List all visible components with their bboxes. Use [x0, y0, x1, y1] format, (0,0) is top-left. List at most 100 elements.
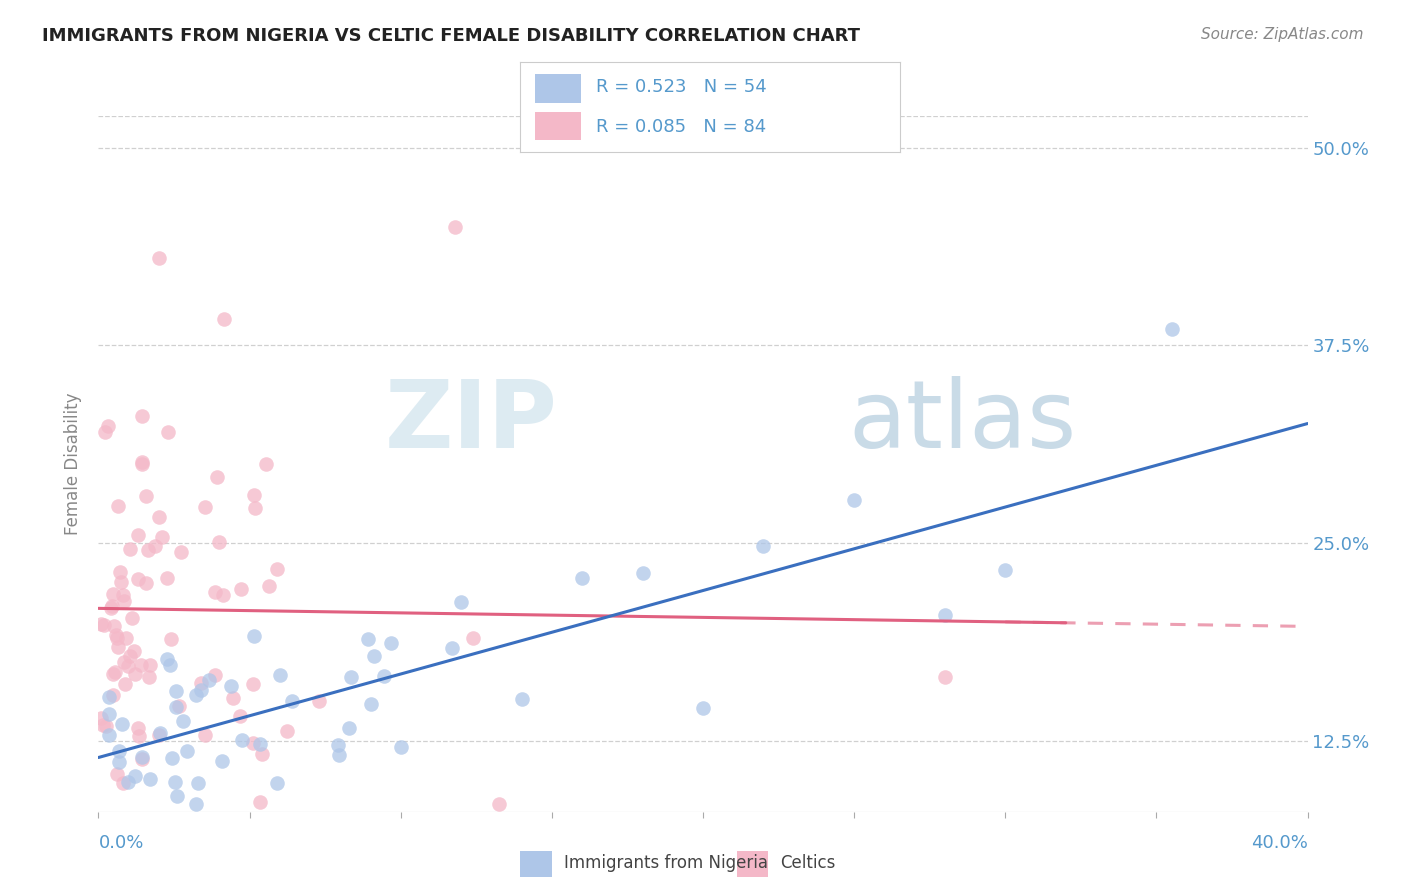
Point	[363, 648, 385, 663]
Point	[257, 579, 280, 593]
Bar	[737, 851, 768, 877]
Point	[121, 611, 143, 625]
Point	[243, 488, 266, 502]
Point	[131, 457, 153, 471]
Point	[135, 489, 157, 503]
Point	[190, 683, 212, 698]
Point	[337, 721, 360, 735]
Point	[204, 668, 226, 682]
Point	[205, 470, 228, 484]
Point	[266, 562, 288, 576]
Point	[131, 751, 153, 765]
Point	[98, 728, 121, 742]
Point	[97, 419, 120, 434]
Point	[165, 700, 187, 714]
Point	[104, 628, 127, 642]
Point	[193, 500, 215, 514]
Point	[138, 670, 160, 684]
Point	[136, 542, 159, 557]
Point	[269, 668, 291, 682]
Bar	[536, 74, 581, 103]
Point	[934, 670, 956, 684]
Point	[101, 599, 124, 613]
Point	[135, 575, 157, 590]
Point	[90, 711, 112, 725]
Point	[184, 797, 207, 811]
Point	[308, 694, 330, 708]
Point	[357, 632, 380, 646]
Point	[211, 588, 233, 602]
Point	[254, 457, 277, 471]
Point	[222, 690, 245, 705]
Point	[249, 737, 271, 751]
Point	[229, 709, 252, 723]
Point	[159, 632, 181, 646]
Point	[631, 566, 654, 581]
Point	[98, 706, 121, 721]
Point	[169, 545, 191, 559]
Point	[108, 744, 131, 758]
Point	[243, 629, 266, 643]
Point	[114, 676, 136, 690]
Point	[389, 739, 412, 754]
Point	[450, 595, 472, 609]
Point	[571, 571, 593, 585]
Point	[148, 510, 170, 524]
Point	[118, 541, 141, 556]
Point	[103, 619, 125, 633]
Text: 0.0%: 0.0%	[98, 834, 143, 852]
Point	[111, 588, 134, 602]
Point	[129, 658, 152, 673]
Point	[229, 582, 252, 596]
Point	[221, 679, 243, 693]
Point	[844, 493, 866, 508]
Point	[243, 501, 266, 516]
Point	[104, 665, 127, 679]
Point	[752, 539, 775, 553]
Point	[112, 656, 135, 670]
Point	[98, 690, 121, 705]
Point	[443, 219, 465, 234]
Point	[122, 644, 145, 658]
Point	[276, 724, 298, 739]
Point	[105, 632, 128, 646]
Point	[184, 688, 207, 702]
Point	[340, 670, 363, 684]
Point	[115, 632, 138, 646]
Point	[139, 657, 162, 672]
Point	[149, 726, 172, 740]
Point	[249, 796, 271, 810]
Point	[204, 584, 226, 599]
Point	[194, 728, 217, 742]
Point	[91, 718, 114, 732]
Point	[360, 697, 382, 711]
Point	[131, 749, 153, 764]
Point	[124, 667, 146, 681]
Point	[101, 689, 124, 703]
Text: Immigrants from Nigeria: Immigrants from Nigeria	[564, 854, 768, 872]
Point	[172, 714, 194, 728]
Point	[117, 658, 139, 673]
Point	[93, 617, 115, 632]
Point	[103, 586, 125, 600]
Text: 40.0%: 40.0%	[1251, 834, 1308, 852]
Bar	[520, 851, 551, 877]
Point	[510, 691, 533, 706]
Point	[131, 455, 153, 469]
Point	[111, 775, 134, 789]
Point	[112, 593, 135, 607]
Point	[266, 776, 288, 790]
Point	[101, 667, 124, 681]
Point	[187, 776, 209, 790]
Point	[208, 534, 231, 549]
Point	[934, 607, 956, 622]
Point	[156, 571, 179, 585]
Point	[117, 775, 139, 789]
Point	[167, 698, 190, 713]
Point	[165, 683, 187, 698]
Point	[159, 657, 181, 672]
Point	[145, 539, 167, 553]
Point	[242, 736, 264, 750]
Point	[148, 729, 170, 743]
Bar	[536, 112, 581, 140]
